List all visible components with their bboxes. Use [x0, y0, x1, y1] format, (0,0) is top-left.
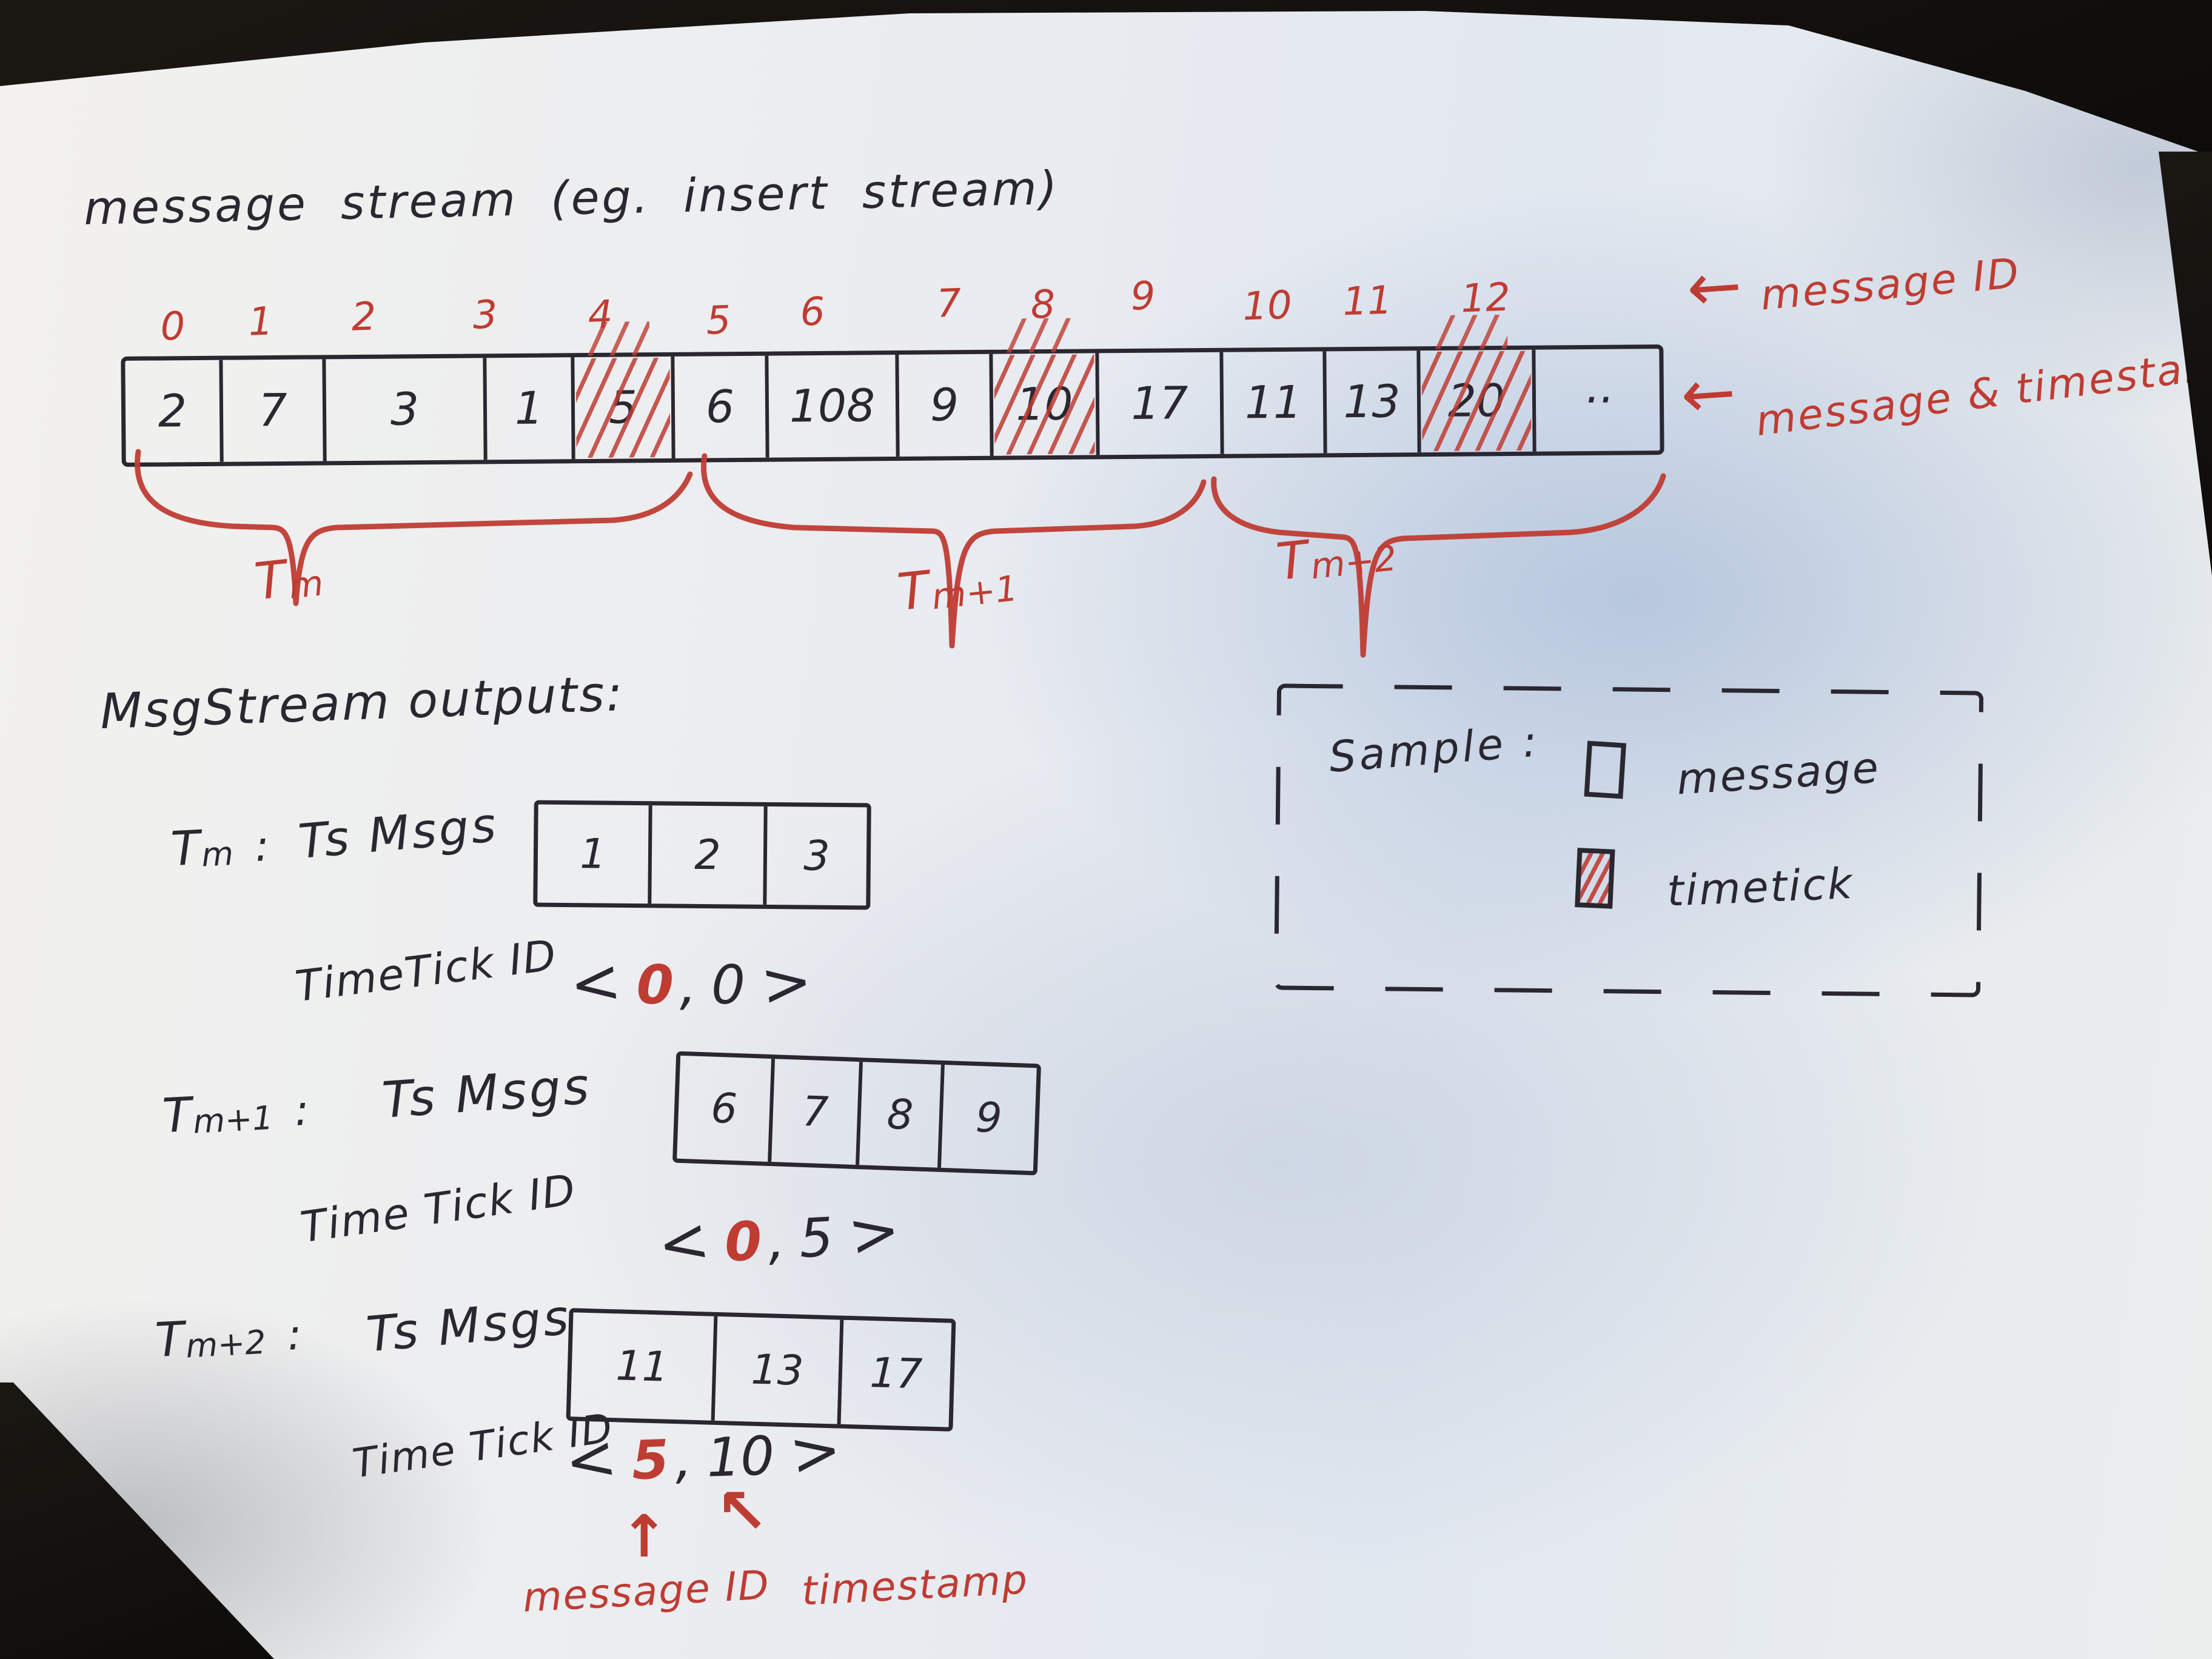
brace-tm2-curve — [1211, 473, 1666, 658]
timetick-label: TimeTick ID — [292, 930, 560, 1012]
row-label-sub: m — [200, 834, 235, 874]
ts-msgs-label: Ts Msgs — [364, 1289, 574, 1363]
angle-close: > — [843, 1193, 905, 1272]
up-arrow-icon: ↑ — [620, 1503, 669, 1570]
timetick-tuple-tm2: < 5 , 10 > — [560, 1413, 846, 1498]
brace-tm1-curve — [701, 453, 1207, 649]
brace-label-sub: m+2 — [1309, 537, 1399, 588]
ts-msgs-box-tm: 1 2 3 — [533, 800, 871, 910]
stream-index-label: 7 — [936, 281, 962, 327]
brace-label-base: T — [894, 560, 932, 623]
msg-cell: 11 — [615, 1341, 669, 1392]
brace-label-tm: Tm — [252, 545, 326, 612]
msg-cell: 9 — [937, 1064, 1037, 1171]
row-label-base: T — [153, 1312, 186, 1369]
comma: , — [766, 1208, 786, 1272]
legend-dashed-border — [1274, 683, 1983, 997]
braces-drawing — [135, 449, 1666, 658]
comma: , — [680, 954, 697, 1016]
brace-label-base: T — [1273, 529, 1311, 592]
row-label-tm1: Tm+1: — [161, 1082, 310, 1144]
comma: , — [674, 1427, 693, 1490]
table-background-top — [0, 0, 2212, 156]
msg-cell: 8 — [856, 1062, 941, 1168]
annotation-text: message ID — [1758, 249, 2022, 320]
stream-index-label: 1 — [247, 299, 274, 345]
ts-msgs-label: Ts Msgs — [296, 797, 501, 870]
msg-cell: 6 — [710, 1084, 739, 1133]
brace-label-sub: m+1 — [930, 567, 1020, 618]
angle-close: > — [757, 944, 816, 1021]
ts-msgs-box-tm2: 11 13 17 — [566, 1308, 956, 1432]
angle-close: > — [785, 1413, 846, 1490]
brace-label-tm2: Tm+2 — [1273, 520, 1398, 592]
brace-label-base: T — [252, 549, 289, 612]
annotation-message-timestamp: ← message & timestamp — [1678, 337, 2212, 446]
msg-cell: 1 — [580, 830, 606, 879]
brace-label-sub: m — [287, 562, 326, 607]
message-swatch-icon — [1584, 740, 1627, 799]
timetick-tuple-tm: < 0 , 0 > — [566, 945, 816, 1021]
stream-index-label: 9 — [1130, 273, 1156, 320]
msg-cell: 7 — [768, 1059, 859, 1165]
stream-index-label: 5 — [705, 298, 732, 344]
msg-cell: 13 — [711, 1316, 840, 1424]
row-label-tm2: Tm+2: — [154, 1306, 303, 1369]
msg-cell: 17 — [837, 1319, 952, 1427]
angle-open: < — [652, 1203, 714, 1282]
brace-label-tm1: Tm+1 — [894, 551, 1019, 622]
annotation-message-id: ← message ID — [1684, 247, 2022, 327]
legend-label-timetick: timetick — [1666, 858, 1855, 916]
stream-index-label: 10 — [1242, 283, 1293, 330]
legend-box: Sample : message timetick — [1273, 683, 1984, 998]
angle-open: < — [566, 944, 625, 1021]
colon: : — [253, 820, 270, 871]
tick-timestamp: 0 — [711, 954, 746, 1016]
tick-message-id: 0 — [636, 954, 674, 1016]
colon: : — [286, 1309, 303, 1360]
annotation-text: message & timestamp — [1752, 337, 2212, 446]
row-label-base: T — [161, 1087, 193, 1144]
tick-message-id: 5 — [631, 1427, 671, 1492]
tick-message-id: 0 — [723, 1209, 763, 1274]
tick-timestamp: 5 — [797, 1205, 835, 1270]
msg-cell: 3 — [763, 806, 867, 906]
pointer-label-message-id: message ID — [521, 1561, 771, 1621]
timetick-swatch-icon — [1575, 848, 1615, 909]
pointer-label-timestamp: timestamp — [800, 1556, 1030, 1615]
stream-index-label: 6 — [799, 289, 826, 335]
angle-open: < — [560, 1421, 621, 1498]
ts-msgs-box-tm1: 6 7 8 9 — [672, 1051, 1042, 1176]
table-background-bottom-left — [0, 1382, 274, 1659]
row-label-sub: m+2 — [184, 1323, 267, 1366]
timetick-tuple-tm1: < 0 , 5 > — [652, 1193, 905, 1282]
row-label-tm: Tm: — [170, 817, 270, 877]
ts-msgs-label: Ts Msgs — [380, 1057, 594, 1130]
stream-index-label: 0 — [159, 304, 186, 350]
up-left-arrow-icon: ↖ — [716, 1474, 769, 1548]
stream-index-label: 11 — [1342, 278, 1393, 325]
page-title: message stream (eg. insert stream) — [83, 161, 1061, 235]
row-label-base: T — [169, 820, 202, 877]
msg-cell: 2 — [648, 805, 764, 905]
left-arrow-icon: ← — [1684, 247, 1744, 327]
stream-index-label: 3 — [472, 292, 498, 338]
row-label-sub: m+1 — [192, 1099, 275, 1141]
stream-index-label: 2 — [350, 294, 377, 340]
colon: : — [293, 1085, 310, 1136]
timetick-label: Time Tick ID — [297, 1164, 580, 1253]
brace-tm-curve — [135, 449, 693, 606]
